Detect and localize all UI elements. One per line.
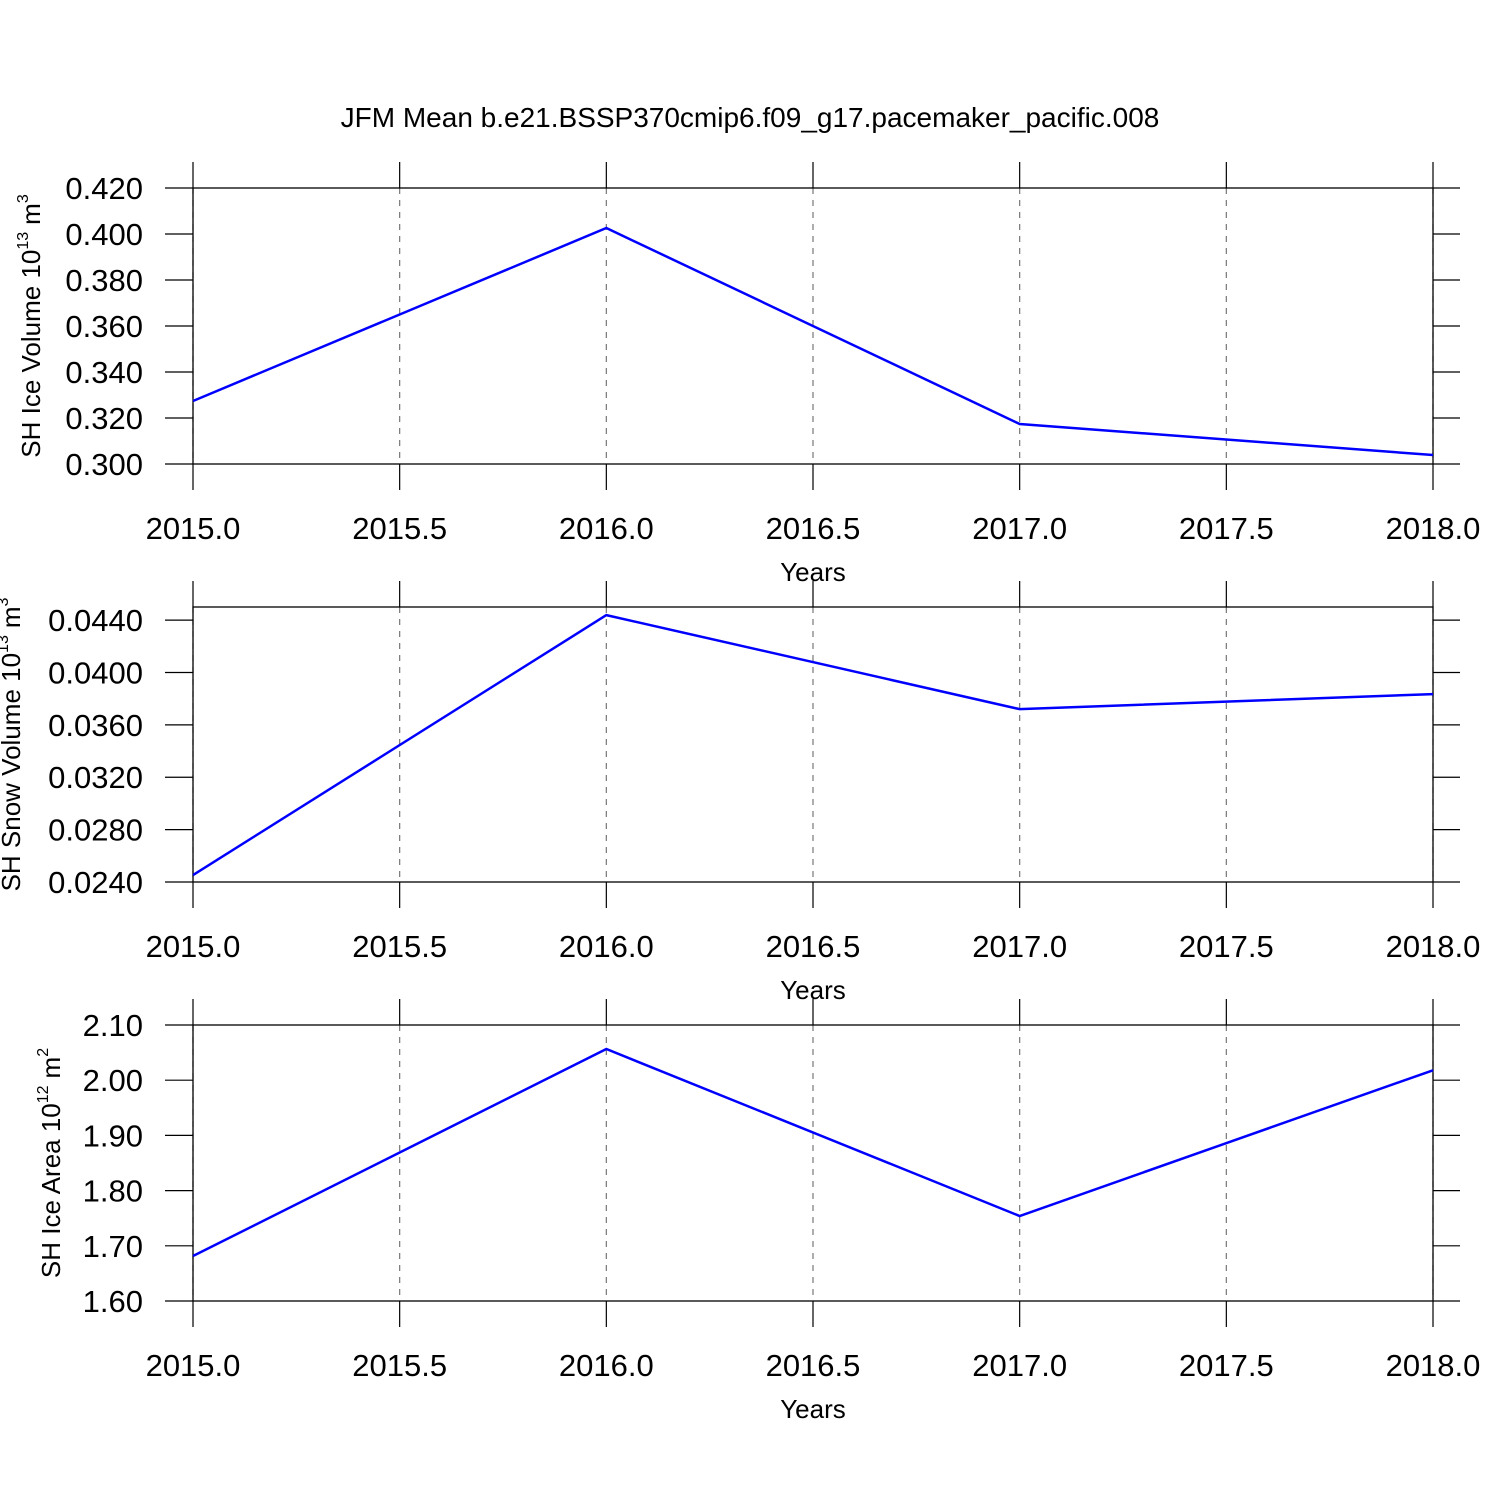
chart-title: JFM Mean b.e21.BSSP370cmip6.f09_g17.pace…	[341, 102, 1160, 133]
x-tick-label: 2015.5	[352, 929, 447, 964]
y-axis-label-unit-power: 2	[35, 1048, 52, 1057]
y-tick-label: 0.320	[65, 401, 143, 436]
y-tick-label: 2.00	[83, 1063, 143, 1098]
y-axis-label-power: 13	[15, 232, 32, 250]
y-axis-label: SH Ice Area 1012 m2	[35, 1048, 66, 1278]
y-tick-label: 0.360	[65, 309, 143, 344]
y-tick-label: 0.0400	[48, 655, 143, 690]
x-tick-label: 2017.5	[1179, 929, 1274, 964]
y-tick-label: 1.60	[83, 1284, 143, 1319]
y-tick-label: 0.0240	[48, 865, 143, 900]
x-tick-label: 2017.0	[972, 929, 1067, 964]
y-tick-label: 0.0440	[48, 603, 143, 638]
data-line	[192, 613, 1434, 877]
y-tick-label: 0.380	[65, 263, 143, 298]
x-tick-label: 2017.0	[972, 1348, 1067, 1383]
y-tick-label: 0.0360	[48, 708, 143, 743]
x-tick-label: 2015.5	[352, 1348, 447, 1383]
y-tick-label: 1.90	[83, 1118, 143, 1153]
y-tick-label: 0.0320	[48, 760, 143, 795]
y-axis-label-unit: m	[36, 1057, 66, 1079]
y-axis-label: SH Snow Volume 1013 m3	[0, 597, 26, 891]
y-tick-label: 0.300	[65, 447, 143, 482]
x-tick-label: 2016.0	[559, 511, 654, 546]
y-axis-label-text: SH Snow Volume 10	[0, 653, 26, 891]
y-tick-label: 1.80	[83, 1174, 143, 1209]
y-axis-label-unit: m	[0, 606, 26, 628]
y-tick-label: 2.10	[83, 1008, 143, 1043]
y-axis-label-text: SH Ice Area 10	[36, 1103, 66, 1278]
x-axis-label: Years	[780, 1394, 846, 1424]
x-tick-label: 2018.0	[1386, 511, 1481, 546]
x-tick-label: 2016.0	[559, 1348, 654, 1383]
x-tick-label: 2015.0	[146, 511, 241, 546]
x-tick-label: 2016.0	[559, 929, 654, 964]
y-tick-label: 0.0280	[48, 813, 143, 848]
x-tick-label: 2017.0	[972, 511, 1067, 546]
y-tick-label: 0.340	[65, 355, 143, 390]
x-tick-label: 2016.5	[766, 511, 861, 546]
y-axis-label-unit-power: 3	[0, 597, 12, 606]
plot-frame	[192, 187, 1434, 465]
x-tick-label: 2016.5	[766, 929, 861, 964]
plot-frame	[192, 606, 1434, 883]
x-tick-label: 2015.0	[146, 1348, 241, 1383]
x-tick-label: 2016.5	[766, 1348, 861, 1383]
y-axis-label-power: 13	[0, 635, 12, 653]
y-axis-label-unit-power: 3	[15, 194, 32, 203]
y-tick-label: 0.420	[65, 171, 143, 206]
x-tick-label: 2017.5	[1179, 1348, 1274, 1383]
y-tick-label: 1.70	[83, 1229, 143, 1264]
x-tick-label: 2015.5	[352, 511, 447, 546]
data-line	[192, 1047, 1434, 1258]
x-tick-label: 2015.0	[146, 929, 241, 964]
y-axis-label-power: 12	[35, 1085, 52, 1103]
y-axis-label: SH Ice Volume 1013 m3	[15, 194, 46, 458]
y-tick-label: 0.400	[65, 217, 143, 252]
data-line	[192, 226, 1434, 457]
x-tick-label: 2018.0	[1386, 929, 1481, 964]
y-axis-label-unit: m	[16, 203, 46, 225]
y-axis-label-text: SH Ice Volume 10	[16, 250, 46, 458]
x-tick-label: 2018.0	[1386, 1348, 1481, 1383]
x-tick-label: 2017.5	[1179, 511, 1274, 546]
plot-frame	[192, 1024, 1434, 1302]
